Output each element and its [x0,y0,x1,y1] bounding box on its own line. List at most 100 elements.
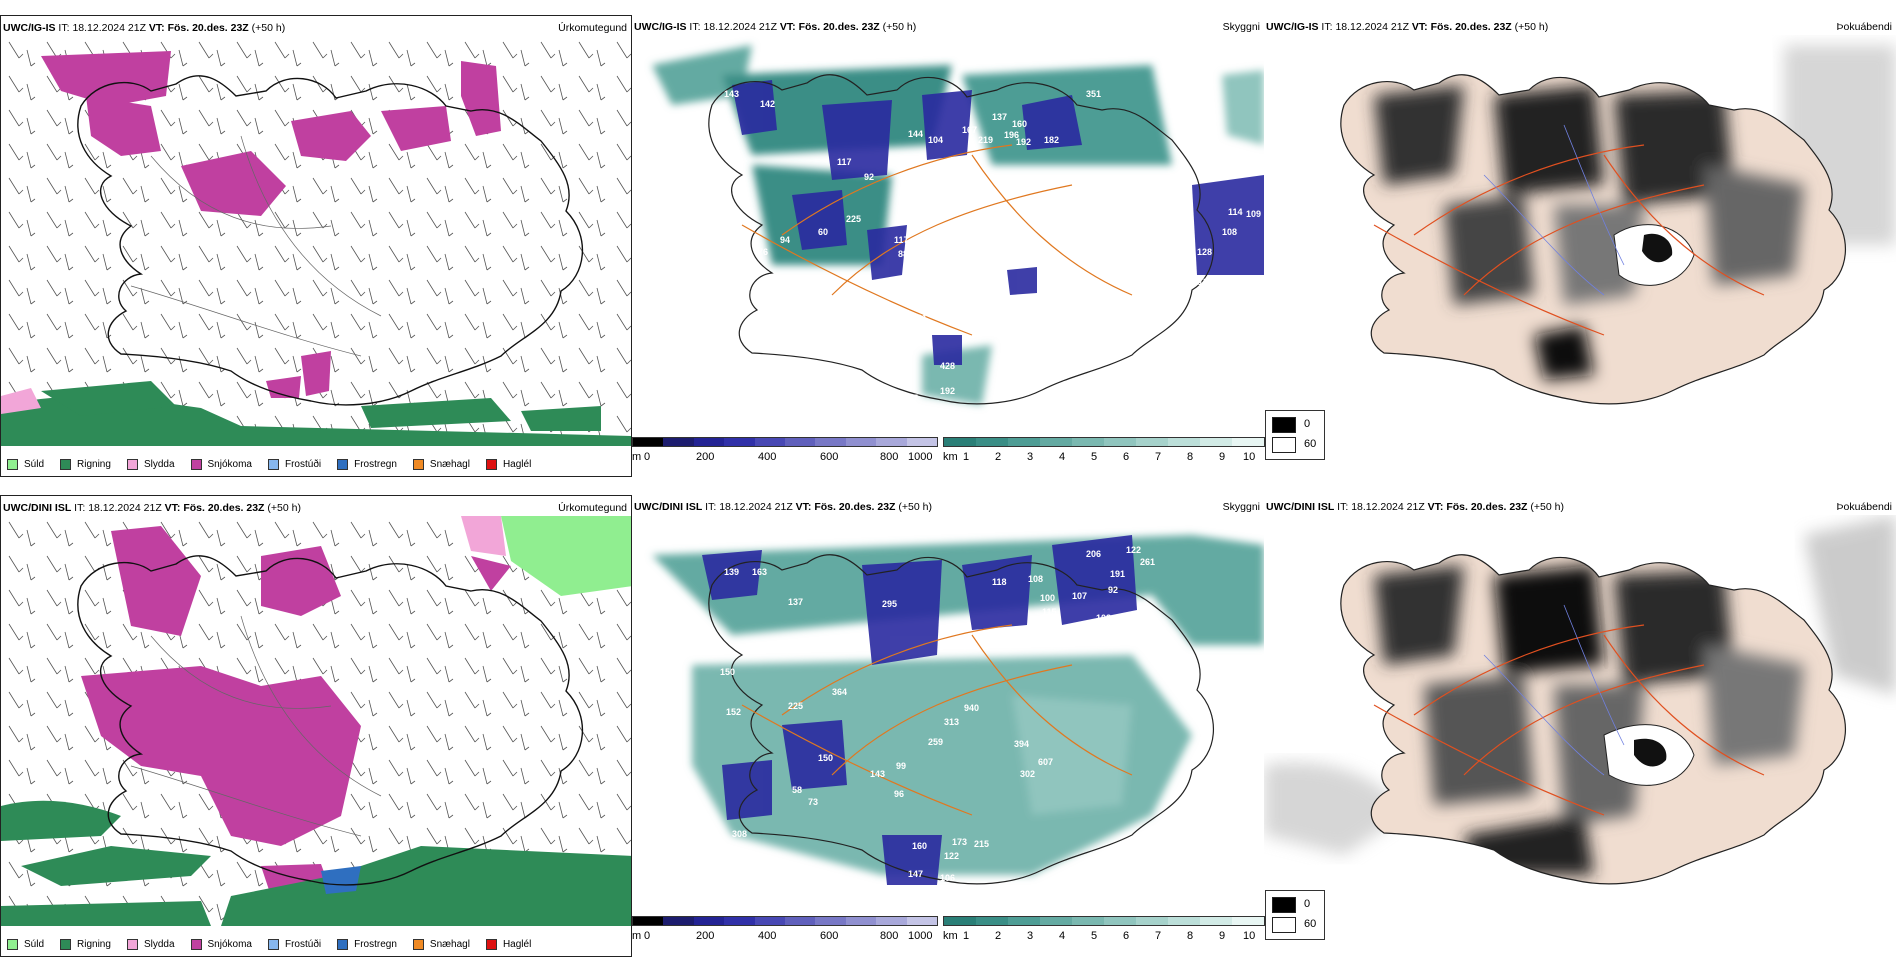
svg-text:115: 115 [1042,607,1057,617]
svg-text:106: 106 [940,873,955,883]
vis-km-segment-8 [1200,438,1232,446]
swatch-frostudi [267,939,279,950]
swatch-frostudi [267,459,279,470]
snow-areas [41,51,501,398]
vis-km-segment-3 [1040,438,1072,446]
svg-text:428: 428 [940,361,955,371]
svg-text:394: 394 [1014,739,1029,749]
svg-text:192: 192 [940,386,955,396]
vis-m-segment-9 [906,917,938,925]
svg-text:219: 219 [978,135,993,145]
legend-item: Haglél [485,939,531,950]
fog-key-white [1272,917,1296,933]
legend-item: Súld [7,939,44,950]
legend-item: Snjókoma [190,939,252,950]
fog-key-2: 0 60 [1265,890,1325,940]
svg-text:173: 173 [952,837,967,847]
vis-m-segment-7 [845,917,877,925]
legend-item: Frostregn [337,459,397,470]
swatch-snaehagl [412,459,424,470]
vis-m-segment-0 [633,438,664,446]
legend-item: Rigning [60,939,111,950]
vis-km-segment-1 [976,917,1008,925]
colorbar-strip [943,437,1265,447]
swatch-sudl [7,939,18,950]
vis-m-segment-6 [815,917,846,925]
visibility-map: 143 142 117 144 104 167 137 160 182 192 … [652,45,1264,405]
svg-text:73: 73 [808,797,818,807]
panel-product-label: Úrkomutegund [558,22,627,34]
svg-text:225: 225 [846,214,861,224]
svg-text:142: 142 [760,99,775,109]
svg-text:192: 192 [1016,137,1031,147]
legend-item: Súld [7,459,44,470]
svg-text:191: 191 [1110,569,1125,579]
vis-km-segment-0 [944,438,976,446]
precip-legend: Súld Rigning Slydda Snjókoma Frostúði Fr… [7,459,543,470]
svg-text:94: 94 [780,235,790,245]
svg-text:108: 108 [1222,227,1237,237]
legend-item: Frostúði [267,939,321,950]
visibility-panel-2: UWC/DINI ISL IT: 18.12.2024 21Z VT: Fös.… [632,495,1264,957]
fog-key-black [1272,417,1296,433]
svg-text:182: 182 [1044,135,1059,145]
colorbar-strip [632,916,938,926]
vis-m-segment-4 [754,438,786,446]
svg-text:291: 291 [912,313,927,323]
fog-map [1340,45,1896,405]
rain-areas [1,800,631,926]
vis-km-segment-4 [1072,438,1104,446]
svg-text:143: 143 [724,89,739,99]
svg-text:259: 259 [928,737,943,747]
vis-labels: 143 142 117 144 104 167 137 160 182 192 … [724,89,1261,403]
legend-item: Rigning [60,459,111,470]
vis-km-segment-6 [1136,917,1168,925]
svg-text:302: 302 [1020,769,1035,779]
svg-text:117: 117 [837,157,852,167]
vis-m-segment-0 [633,917,664,925]
vis-km-segment-7 [1168,438,1200,446]
vis-km-segment-5 [1104,438,1136,446]
vis-m-segment-2 [693,438,725,446]
svg-text:137: 137 [788,597,803,607]
svg-text:206: 206 [1086,549,1101,559]
vis-colorbar-km-1: km 1 2 3 4 5 6 7 8 9 10 [943,437,1265,473]
legend-item: Frostúði [267,459,321,470]
fog-key-white [1272,437,1296,453]
visibility-panel-1: UWC/IG-IS IT: 18.12.2024 21Z VT: Fös. 20… [632,15,1264,477]
svg-text:225: 225 [788,701,803,711]
svg-text:607: 607 [1038,757,1053,767]
svg-text:100: 100 [1040,593,1055,603]
svg-text:150: 150 [720,667,735,677]
svg-text:196: 196 [1004,130,1019,140]
svg-text:152: 152 [726,707,741,717]
svg-text:229: 229 [980,235,995,245]
vis-labels: 139 163 137 295 118 108 100 115 107 108 … [720,545,1155,883]
panel-product-label: Úrkomutegund [558,502,627,514]
vis-m-segment-7 [845,438,877,446]
vis-km-segment-2 [1008,917,1040,925]
svg-text:150: 150 [818,753,833,763]
svg-text:215: 215 [974,839,989,849]
vis-km-segment-5 [1104,917,1136,925]
vis-km-segment-9 [1232,917,1264,925]
vis-m-segment-6 [815,438,846,446]
svg-text:160: 160 [912,841,927,851]
vis-colorbar-m-1: m 0 200 400 600 800 1000 [632,437,938,473]
panel-title: UWC/DINI ISL IT: 18.12.2024 21Z VT: Fös.… [1266,501,1564,513]
svg-text:128: 128 [1197,247,1212,257]
svg-text:92: 92 [1108,585,1118,595]
legend-item: Haglél [485,459,531,470]
svg-text:88: 88 [898,249,908,259]
panel-product-label: Þokuábendi [1836,501,1892,513]
svg-text:60: 60 [818,227,828,237]
svg-text:313: 313 [944,717,959,727]
svg-text:99: 99 [896,761,906,771]
svg-text:92: 92 [864,172,874,182]
svg-text:144: 144 [908,129,923,139]
svg-text:107: 107 [1072,591,1087,601]
vis-km-segment-9 [1232,438,1264,446]
rain-areas [1,381,631,446]
panel-product-label: Skyggni [1222,21,1260,33]
svg-text:161: 161 [1008,297,1023,307]
